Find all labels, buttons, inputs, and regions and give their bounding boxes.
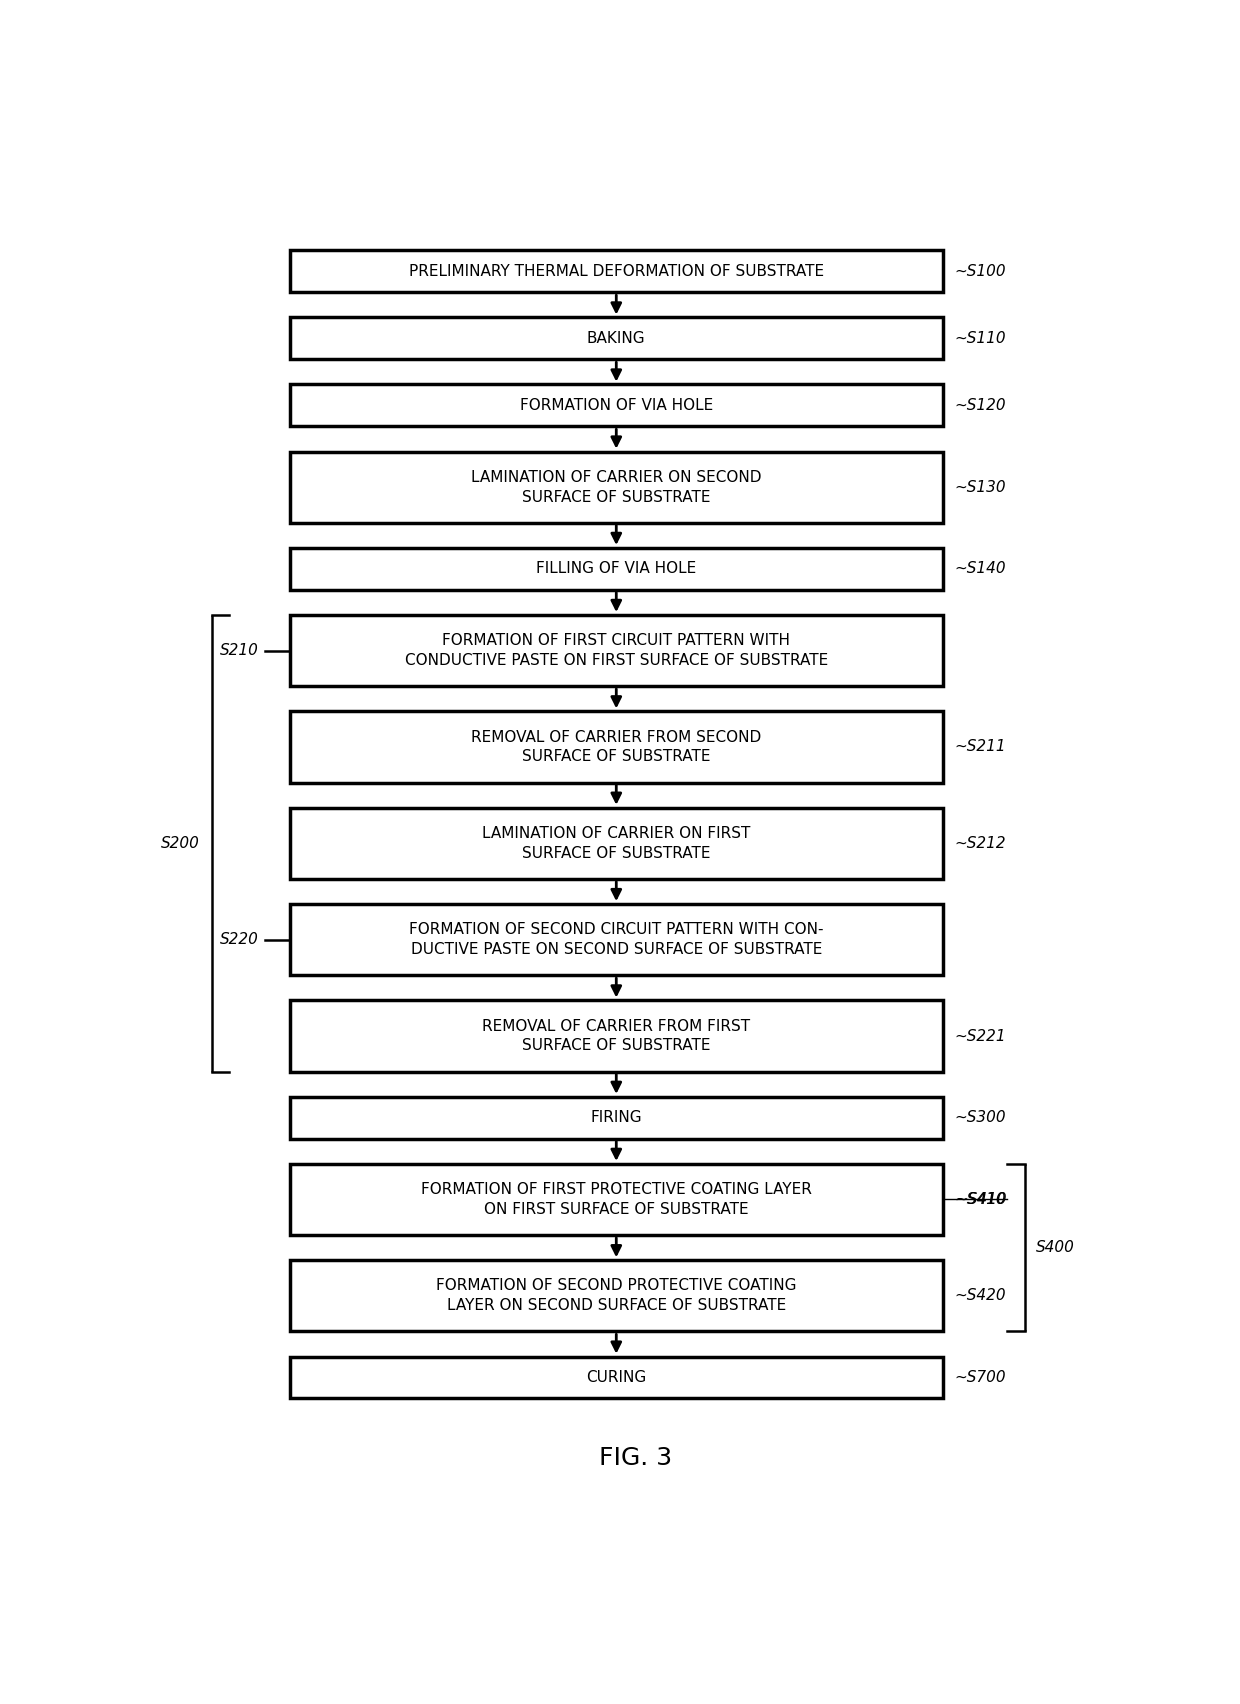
Bar <box>290 250 942 293</box>
Text: S400: S400 <box>1037 1241 1075 1256</box>
Text: FORMATION OF FIRST CIRCUIT PATTERN WITH
CONDUCTIVE PASTE ON FIRST SURFACE OF SUB: FORMATION OF FIRST CIRCUIT PATTERN WITH … <box>404 634 828 668</box>
Text: S210: S210 <box>219 642 259 658</box>
Bar <box>290 317 942 360</box>
Bar <box>290 452 942 523</box>
Text: CURING: CURING <box>587 1370 646 1385</box>
Text: S200: S200 <box>161 835 200 850</box>
Text: ~S100: ~S100 <box>955 264 1006 279</box>
Text: FORMATION OF SECOND CIRCUIT PATTERN WITH CON-
DUCTIVE PASTE ON SECOND SURFACE OF: FORMATION OF SECOND CIRCUIT PATTERN WITH… <box>409 922 823 958</box>
Text: BAKING: BAKING <box>587 331 646 346</box>
Text: FORMATION OF VIA HOLE: FORMATION OF VIA HOLE <box>520 399 713 412</box>
Text: ~S120: ~S120 <box>955 399 1006 412</box>
Text: ~S410: ~S410 <box>955 1191 1006 1206</box>
Text: ~S140: ~S140 <box>955 561 1006 576</box>
Bar <box>290 905 942 975</box>
Text: ~S700: ~S700 <box>955 1370 1006 1385</box>
Text: FILLING OF VIA HOLE: FILLING OF VIA HOLE <box>536 561 697 576</box>
Text: FIRING: FIRING <box>590 1111 642 1125</box>
Text: ~S130: ~S130 <box>955 479 1006 494</box>
Text: ~S212: ~S212 <box>955 835 1006 850</box>
Bar <box>290 385 942 426</box>
Bar <box>290 808 942 879</box>
Text: S220: S220 <box>219 932 259 947</box>
Bar <box>290 1261 942 1331</box>
Text: ~S110: ~S110 <box>955 331 1006 346</box>
Bar <box>290 1164 942 1235</box>
Bar <box>290 711 942 782</box>
Text: REMOVAL OF CARRIER FROM SECOND
SURFACE OF SUBSTRATE: REMOVAL OF CARRIER FROM SECOND SURFACE O… <box>471 729 761 765</box>
Text: FIG. 3: FIG. 3 <box>599 1445 672 1469</box>
Text: LAMINATION OF CARRIER ON SECOND
SURFACE OF SUBSTRATE: LAMINATION OF CARRIER ON SECOND SURFACE … <box>471 470 761 504</box>
Text: ~S211: ~S211 <box>955 740 1006 755</box>
Text: ~S300: ~S300 <box>955 1111 1006 1125</box>
Bar <box>290 1356 942 1399</box>
Text: ~S410: ~S410 <box>956 1191 1007 1206</box>
Text: PRELIMINARY THERMAL DEFORMATION OF SUBSTRATE: PRELIMINARY THERMAL DEFORMATION OF SUBST… <box>409 264 823 279</box>
Bar <box>290 1000 942 1072</box>
Text: ~S221: ~S221 <box>955 1029 1006 1043</box>
Text: FORMATION OF FIRST PROTECTIVE COATING LAYER
ON FIRST SURFACE OF SUBSTRATE: FORMATION OF FIRST PROTECTIVE COATING LA… <box>420 1183 812 1217</box>
Bar <box>290 549 942 590</box>
Text: ~S420: ~S420 <box>955 1288 1006 1304</box>
Text: FORMATION OF SECOND PROTECTIVE COATING
LAYER ON SECOND SURFACE OF SUBSTRATE: FORMATION OF SECOND PROTECTIVE COATING L… <box>436 1278 796 1314</box>
Text: REMOVAL OF CARRIER FROM FIRST
SURFACE OF SUBSTRATE: REMOVAL OF CARRIER FROM FIRST SURFACE OF… <box>482 1019 750 1053</box>
Bar <box>290 615 942 687</box>
Bar <box>290 1097 942 1138</box>
Text: LAMINATION OF CARRIER ON FIRST
SURFACE OF SUBSTRATE: LAMINATION OF CARRIER ON FIRST SURFACE O… <box>482 826 750 861</box>
